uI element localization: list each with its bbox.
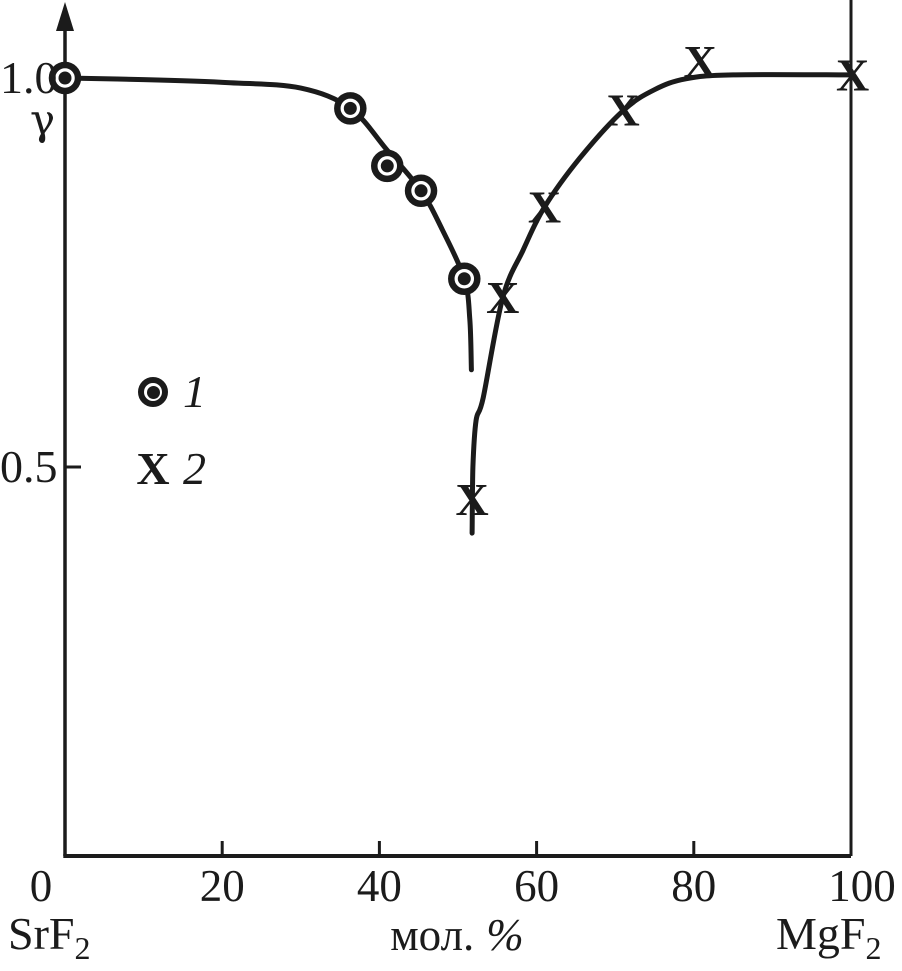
series-1-curve xyxy=(62,75,474,373)
series-2-marker: X xyxy=(836,49,869,100)
x-tick-label: 60 xyxy=(514,861,559,911)
y-axis-arrowhead xyxy=(56,2,74,31)
right-endmember-sub: 2 xyxy=(865,930,882,967)
right-endmember-base: MgF xyxy=(776,908,866,959)
x-tick-label: 100 xyxy=(828,861,896,911)
legend-row-2: X 2 xyxy=(133,443,206,494)
series-2-marker: X xyxy=(528,182,561,233)
y-axis-mid-label: 0.5 xyxy=(0,441,58,492)
x-axis-left-endmember: SrF2 xyxy=(8,908,90,965)
left-endmember-base: SrF xyxy=(8,908,75,959)
series-2-marker: X xyxy=(486,272,519,323)
y-axis-max-label: 1.0 xyxy=(0,52,58,103)
series-1-marker-dot xyxy=(343,101,357,115)
series-2-curve xyxy=(469,72,854,536)
x-tick-label: 0 xyxy=(30,861,53,911)
marker-dot xyxy=(146,385,160,399)
x-marker-icon: X xyxy=(136,443,170,494)
circle-dot-marker-icon xyxy=(133,377,173,407)
series-1-marker-dot xyxy=(380,159,394,173)
legend-label-1: 1 xyxy=(183,366,206,417)
legend-row-1: 1 xyxy=(133,366,206,417)
series-2-marker: X xyxy=(683,36,716,87)
unit-text: мол. xyxy=(390,910,475,960)
marker-ring xyxy=(138,377,168,407)
left-endmember-sub: 2 xyxy=(74,930,91,967)
series-2-marker: X xyxy=(606,84,639,135)
series-2-marker: X xyxy=(456,474,489,525)
x-tick-label: 20 xyxy=(200,861,245,911)
legend: 1 X 2 xyxy=(133,366,206,524)
x-axis-right-endmember: MgF2 xyxy=(776,908,881,965)
percent-sign: % xyxy=(486,910,524,960)
series-1-marker-dot xyxy=(414,184,428,198)
legend-label-2: 2 xyxy=(183,443,206,494)
x-tick-label: 40 xyxy=(357,861,402,911)
series-1-marker-dot xyxy=(58,71,72,85)
x-axis-unit-label: мол.% xyxy=(352,911,562,959)
y-axis-symbol: γ xyxy=(30,95,56,144)
series-1-marker-dot xyxy=(457,272,471,286)
x-tick-label: 80 xyxy=(671,861,716,911)
